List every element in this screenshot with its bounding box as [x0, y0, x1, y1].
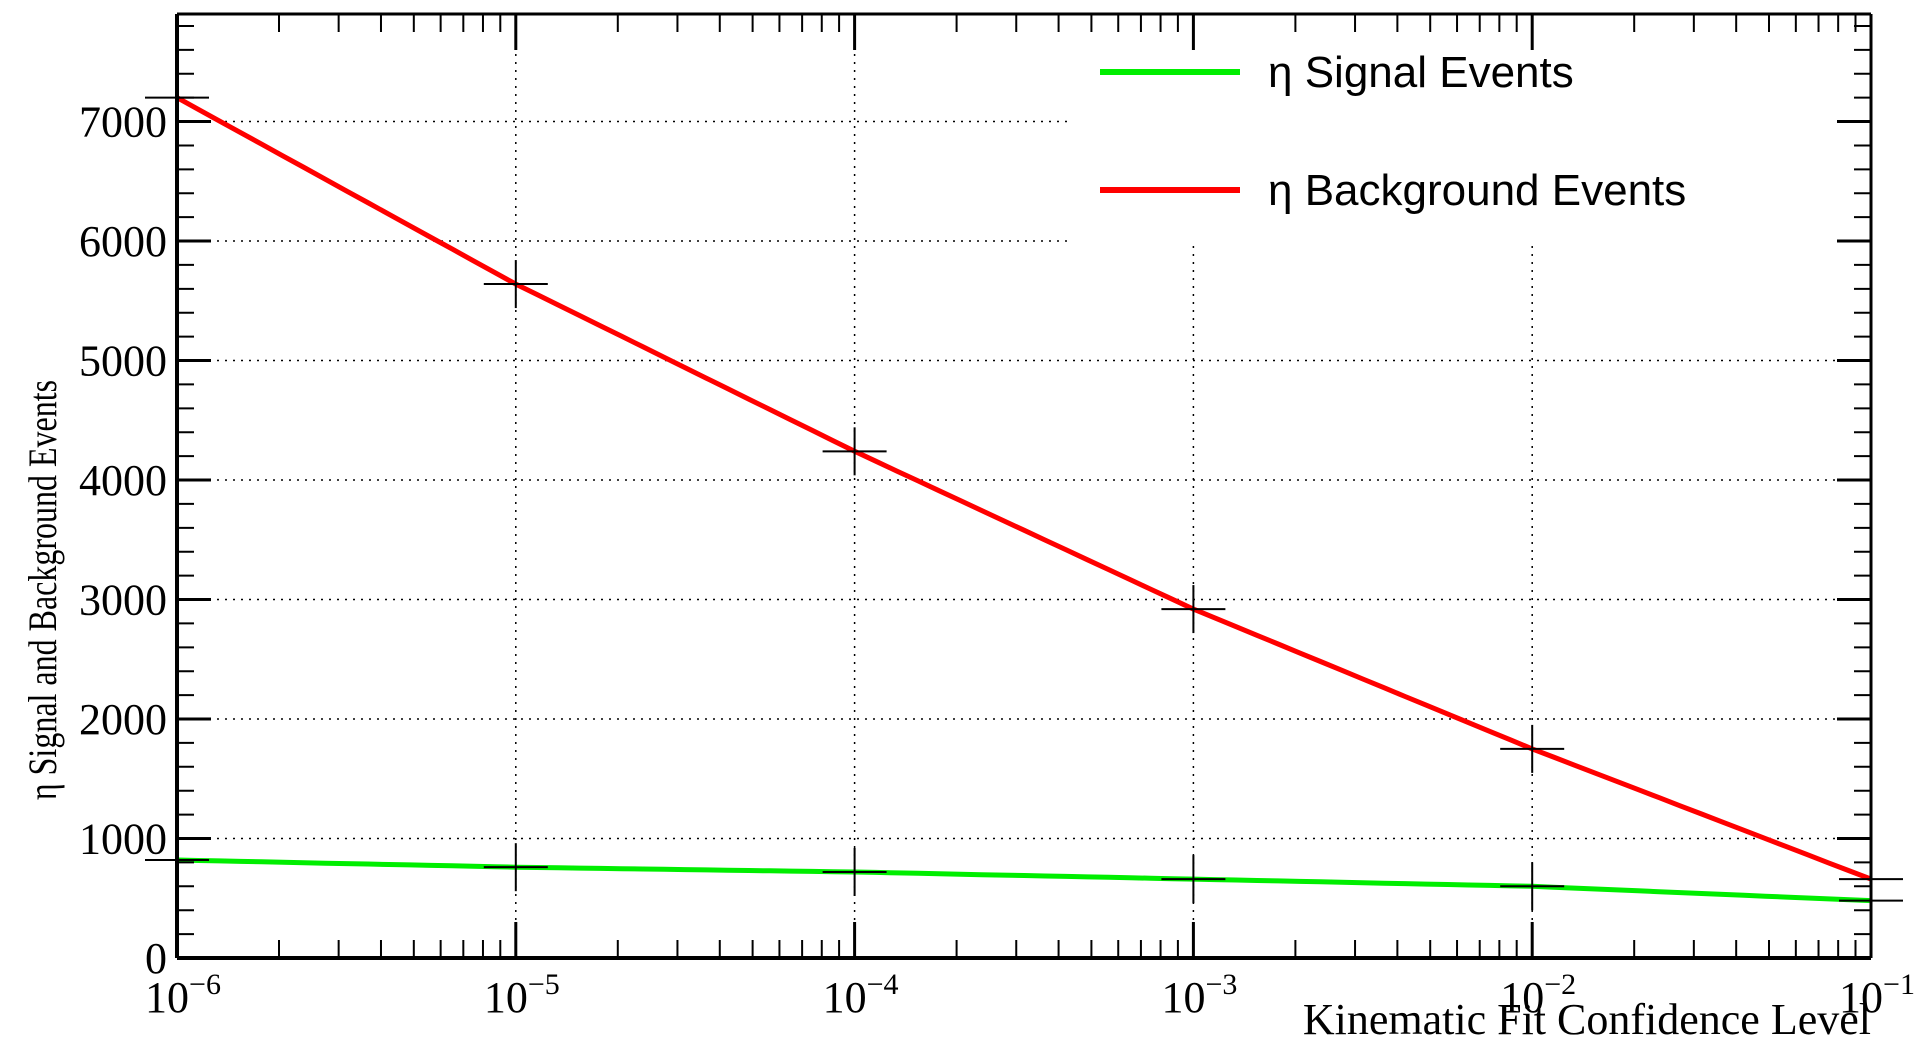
data-point-1-2 [822, 427, 887, 476]
x-tick-exponent: −5 [528, 968, 560, 1001]
x-tick-label: 10−1 [1839, 968, 1915, 1022]
x-tick-exponent: −2 [1544, 968, 1576, 1001]
x-tick-label: 10−2 [1500, 968, 1576, 1022]
data-point-0-1 [483, 843, 548, 892]
series-layer [175, 95, 1872, 904]
y-tick-label: 2000 [79, 695, 167, 744]
data-point-1-3 [1161, 585, 1226, 634]
x-tick-base: 10 [1839, 973, 1883, 1022]
data-point-0-3 [1161, 855, 1226, 904]
y-tick-label: 4000 [79, 456, 167, 505]
y-tick-label: 3000 [79, 576, 167, 625]
legend-label-0: η Signal Events [1268, 48, 1574, 97]
y-tick-label: 5000 [79, 337, 167, 386]
data-point-1-4 [1500, 724, 1565, 773]
x-tick-base: 10 [145, 973, 189, 1022]
x-tick-label: 10−3 [1161, 968, 1237, 1022]
y-axis-title: η Signal and Background Events [21, 380, 65, 800]
x-tick-exponent: −1 [1883, 968, 1915, 1001]
y-tick-label: 0 [145, 934, 167, 983]
series-line-0 [176, 857, 1872, 904]
ticks-layer [175, 14, 1873, 960]
x-tick-label: 10−4 [823, 968, 899, 1022]
x-tick-exponent: −6 [189, 968, 221, 1001]
data-point-1-1 [483, 260, 548, 309]
x-tick-base: 10 [484, 973, 528, 1022]
x-tick-base: 10 [1500, 973, 1544, 1022]
frame-layer [175, 12, 1873, 960]
y-tick-label: 1000 [79, 815, 167, 864]
x-tick-exponent: −3 [1205, 968, 1237, 1001]
grid [177, 14, 1871, 958]
x-tick-label: 10−6 [145, 968, 221, 1022]
x-axis-title: Kinematic Fit Confidence Level [1303, 995, 1871, 1042]
x-tick-base: 10 [1161, 973, 1205, 1022]
y-tick-label: 7000 [79, 98, 167, 147]
x-tick-base: 10 [823, 973, 867, 1022]
x-tick-label: 10−5 [484, 968, 560, 1022]
data-point-0-2 [822, 847, 887, 896]
y-tick-label: 6000 [79, 217, 167, 266]
series-line-1 [175, 95, 1872, 882]
legend-label-1: η Background Events [1268, 166, 1686, 215]
data-point-0-4 [1500, 862, 1565, 911]
x-tick-exponent: −4 [867, 968, 899, 1001]
legend: η Signal Events η Background Events [1068, 14, 1881, 242]
legend-box [1068, 14, 1881, 242]
